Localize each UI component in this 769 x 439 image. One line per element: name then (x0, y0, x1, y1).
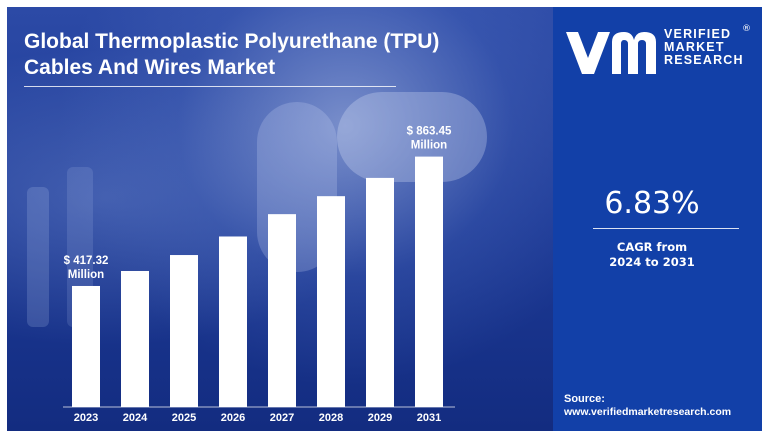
title-underline (24, 86, 396, 87)
chart-title: Global Thermoplastic Polyurethane (TPU) … (24, 30, 440, 79)
cagr-label-line-2: 2024 to 2031 (609, 255, 695, 269)
x-tick-label-2027: 2027 (270, 412, 294, 424)
data-label-2031-line-1: $ 863.45 (407, 126, 452, 138)
bar-2027 (268, 214, 296, 407)
cagr-value: 6.83% (604, 186, 700, 221)
logo-line-1: VERIFIED (664, 27, 732, 41)
cagr-label-line-1: CAGR from (616, 240, 688, 254)
vmr-logo-icon (566, 32, 656, 74)
cagr-label: CAGR from 2024 to 2031 (562, 240, 742, 270)
bar-2029 (366, 177, 394, 407)
x-tick-label-2026: 2026 (221, 412, 245, 424)
x-tick-label-2023: 2023 (74, 412, 98, 424)
data-label-2031-line-2: Million (411, 140, 447, 152)
source-url: www.verifiedmarketresearch.com (564, 406, 732, 418)
data-label-2023-line-1: $ 417.32 (64, 255, 109, 267)
x-tick-label-2031: 2031 (417, 412, 441, 424)
x-tick-label-2029: 2029 (368, 412, 392, 424)
registered-mark: ® (742, 24, 751, 34)
logo-wordmark: VERIFIED MARKET RESEARCH (664, 28, 754, 67)
data-label-2023-line-2: Million (68, 269, 104, 281)
hand-shape (337, 92, 487, 182)
cagr-divider (593, 228, 739, 229)
source-label: Source: (564, 393, 605, 405)
bar-2031 (415, 156, 443, 407)
x-tick-label-2025: 2025 (172, 412, 196, 424)
x-tick-label-2028: 2028 (319, 412, 343, 424)
logo-line-3: RESEARCH (664, 53, 744, 67)
x-tick-label-2024: 2024 (123, 412, 148, 424)
bar-2025 (170, 255, 198, 407)
test-tube-shape (27, 187, 49, 327)
verified-market-research-logo: VERIFIED MARKET RESEARCH ® (564, 24, 751, 80)
bar-2024 (121, 270, 149, 407)
logo-line-2: MARKET (664, 40, 725, 54)
bar-2023 (72, 285, 100, 407)
bar-2028 (317, 196, 345, 407)
bar-2026 (219, 236, 247, 407)
side-panel (553, 7, 762, 431)
